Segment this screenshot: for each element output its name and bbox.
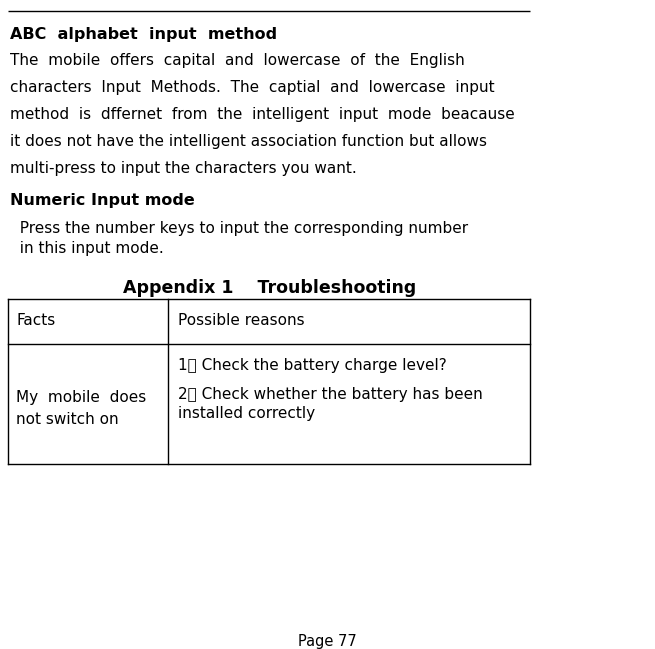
Text: method  is  dffernet  from  the  intelligent  input  mode  beacause: method is dffernet from the intelligent … <box>10 107 515 122</box>
Text: it does not have the intelligent association function but allows: it does not have the intelligent associa… <box>10 134 487 149</box>
Text: characters  Input  Methods.  The  captial  and  lowercase  input: characters Input Methods. The captial an… <box>10 80 495 95</box>
Text: Numeric Input mode: Numeric Input mode <box>10 193 195 208</box>
Text: 2、 Check whether the battery has been: 2、 Check whether the battery has been <box>178 387 483 402</box>
Text: installed correctly: installed correctly <box>178 406 315 421</box>
Text: Page 77: Page 77 <box>297 634 356 649</box>
Text: My  mobile  does: My mobile does <box>16 390 146 405</box>
Text: Appendix 1    Troubleshooting: Appendix 1 Troubleshooting <box>123 279 417 297</box>
Text: ABC  alphabet  input  method: ABC alphabet input method <box>10 27 277 42</box>
Text: Possible reasons: Possible reasons <box>178 313 305 328</box>
Text: Press the number keys to input the corresponding number: Press the number keys to input the corre… <box>10 221 468 236</box>
Text: Facts: Facts <box>16 313 55 328</box>
Text: in this input mode.: in this input mode. <box>10 241 164 256</box>
Text: not switch on: not switch on <box>16 412 119 427</box>
Text: multi-press to input the characters you want.: multi-press to input the characters you … <box>10 161 357 176</box>
Text: 1、 Check the battery charge level?: 1、 Check the battery charge level? <box>178 358 447 373</box>
Text: The  mobile  offers  capital  and  lowercase  of  the  English: The mobile offers capital and lowercase … <box>10 53 465 68</box>
